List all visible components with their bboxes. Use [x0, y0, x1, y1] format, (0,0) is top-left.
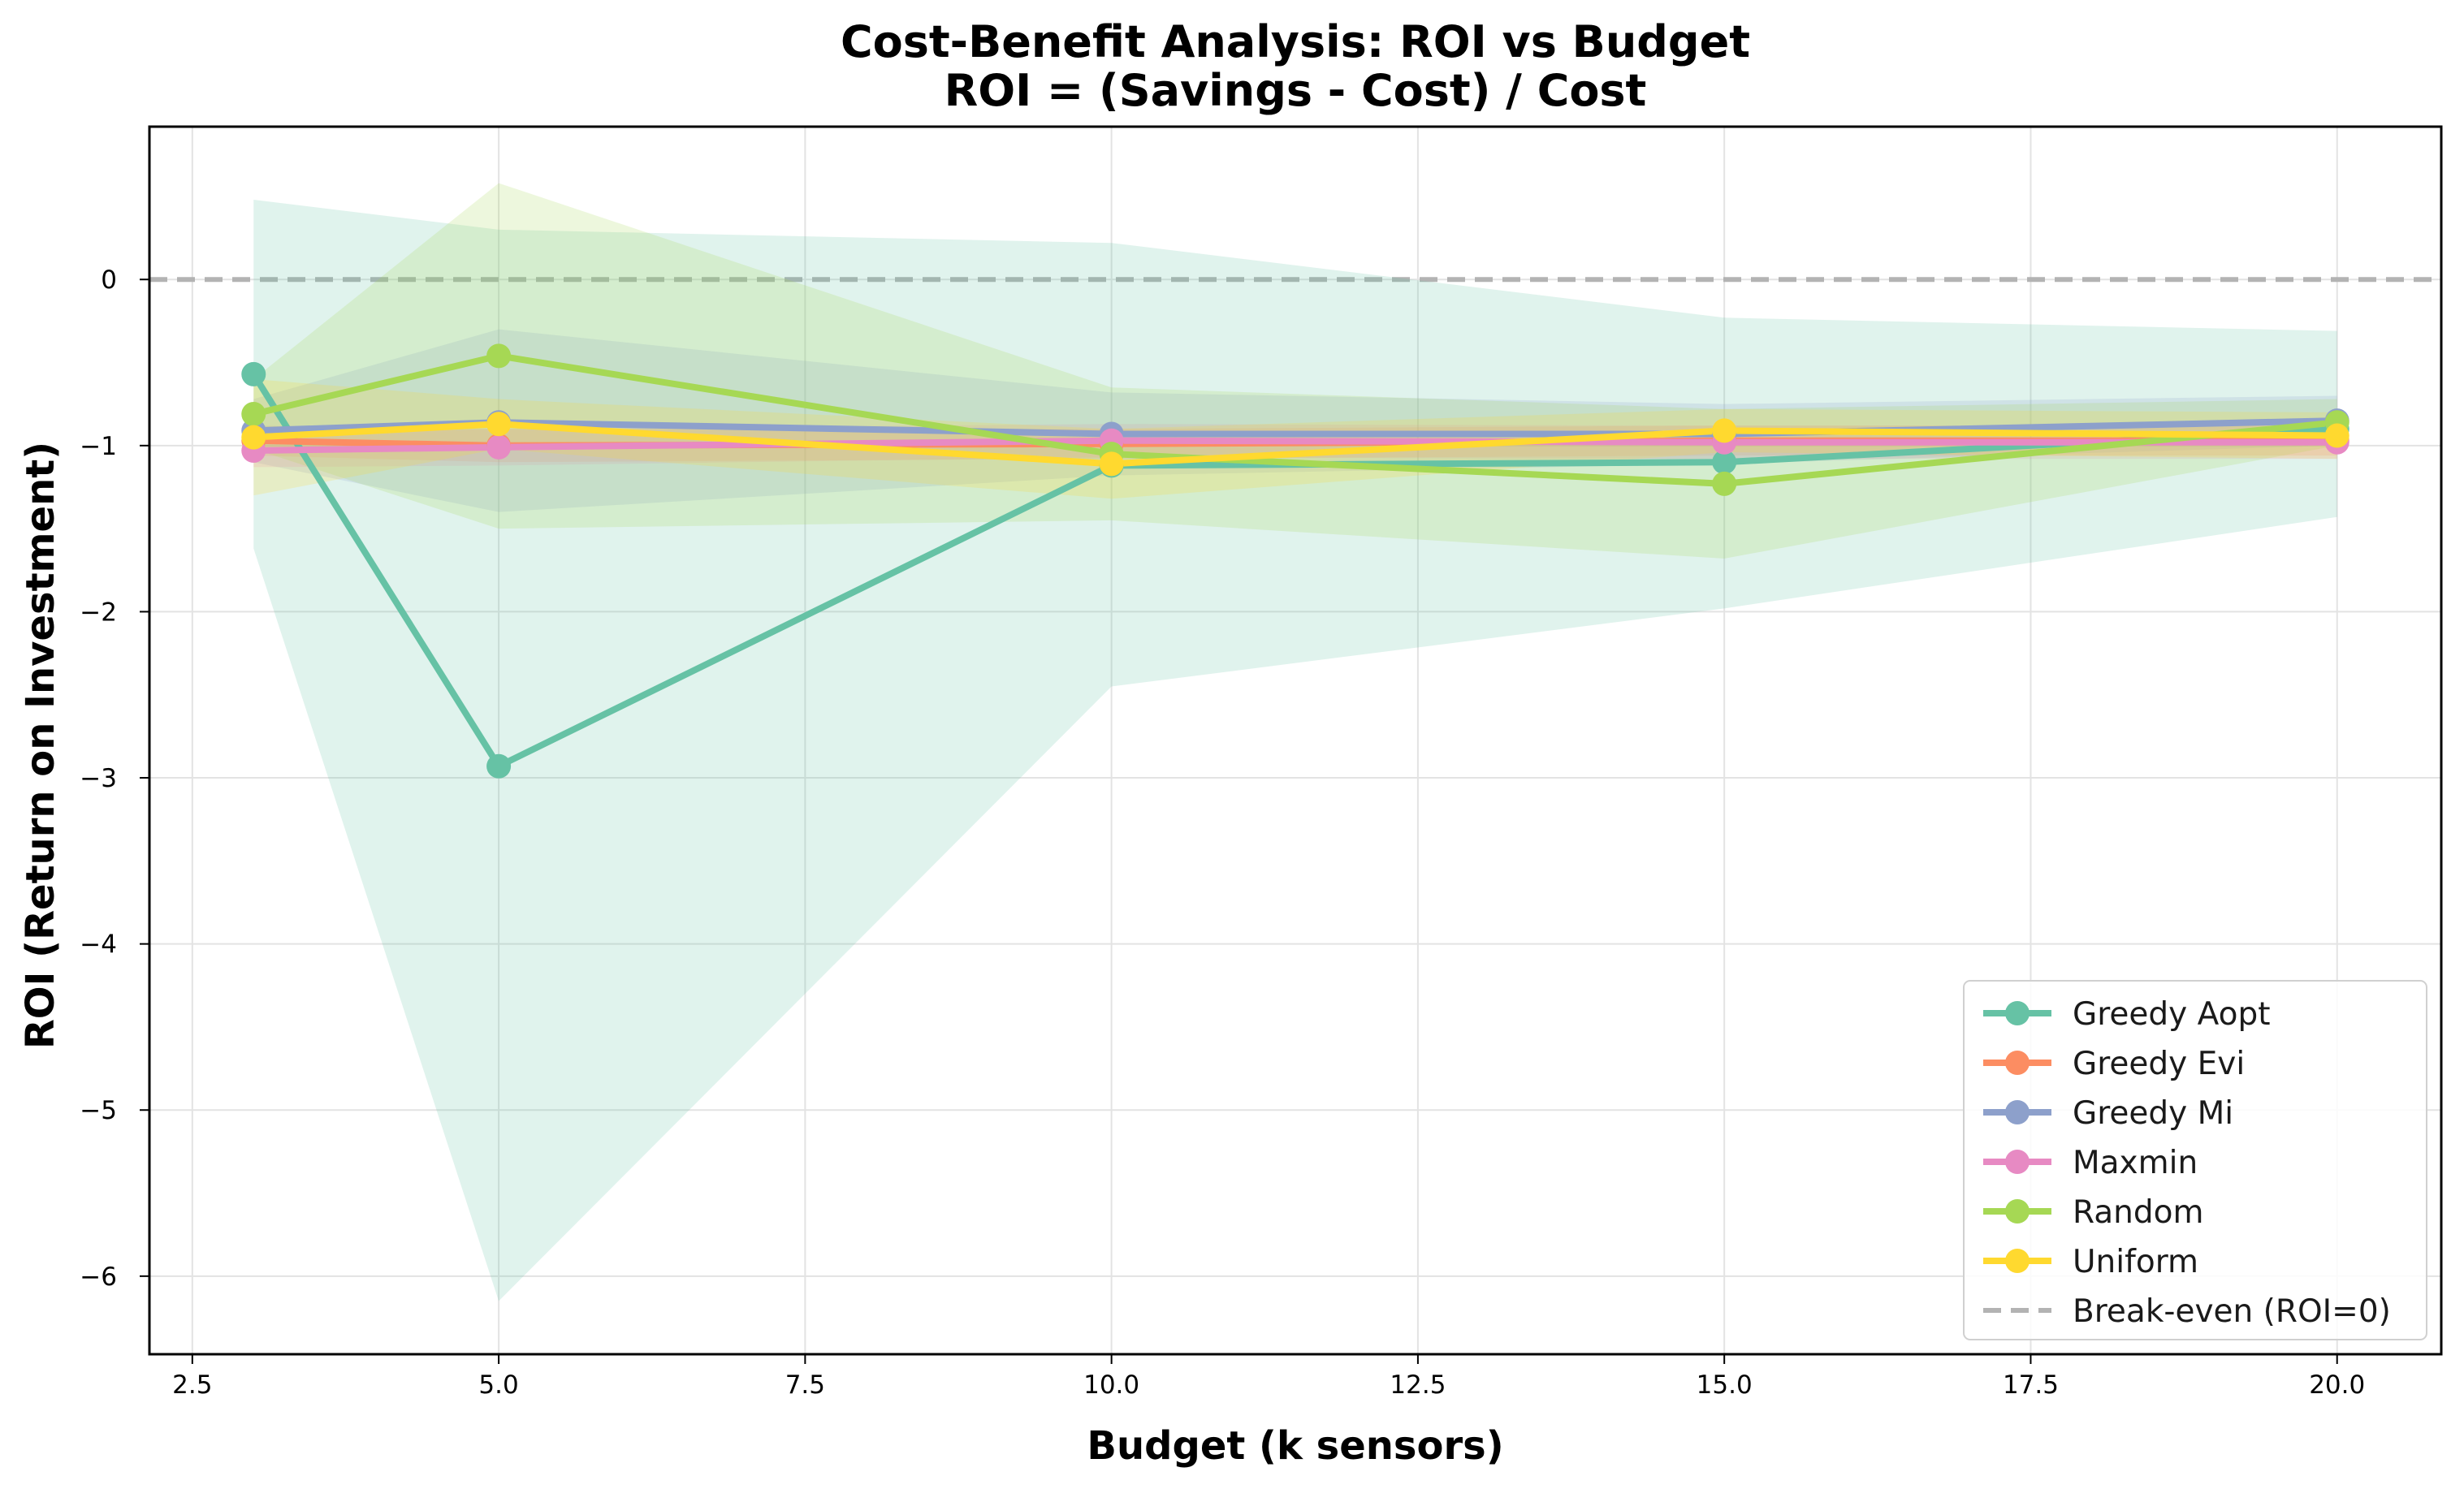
y-axis-label: ROI (Return on Investment)	[18, 442, 63, 1049]
legend-box	[1963, 980, 2427, 1340]
data-point-0-1	[486, 753, 512, 779]
legend: Greedy Aopt Greedy Evi Greedy Mi Maxmin Rand…	[1963, 980, 2427, 1340]
data-point-4-1	[486, 343, 512, 369]
data-point-5-2	[1099, 451, 1124, 477]
data-point-5-1	[486, 412, 512, 437]
legend-label: Greedy Evi	[2073, 1046, 2245, 1082]
x-tick-label: 10.0	[1083, 1370, 1139, 1400]
legend-item: Maxmin	[1983, 1145, 2198, 1181]
legend-swatch-marker	[2005, 1100, 2030, 1124]
legend-label: Maxmin	[2073, 1145, 2198, 1181]
data-point-5-0	[241, 425, 266, 450]
x-axis-ticks: 2.5 5.0 7.5 10.0 12.5 15.0 17.5 20.0	[172, 1354, 2365, 1400]
y-axis-ticks: 0 −1 −2 −3 −4 −5 −6	[80, 265, 149, 1292]
x-tick-label: 20.0	[2309, 1370, 2365, 1400]
legend-item: Greedy Aopt	[1983, 996, 2271, 1033]
legend-swatch-marker	[2005, 1199, 2030, 1224]
band-4	[253, 183, 2337, 559]
band-2	[253, 329, 2337, 512]
legend-swatch-marker	[2005, 1150, 2030, 1174]
x-tick-label: 2.5	[172, 1370, 212, 1400]
y-tick-label: −2	[80, 598, 117, 627]
data-point-3-1	[486, 434, 512, 460]
x-tick-label: 5.0	[478, 1370, 518, 1400]
x-tick-label: 12.5	[1390, 1370, 1446, 1400]
legend-item: Uniform	[1983, 1244, 2198, 1280]
data-point-5-3	[1712, 418, 1737, 443]
data-point-4-0	[241, 401, 266, 426]
legend-item: Break-even (ROI=0)	[1983, 1293, 2391, 1330]
legend-swatch-marker	[2005, 1001, 2030, 1025]
legend-label: Uniform	[2073, 1244, 2198, 1280]
data-point-5-4	[2324, 423, 2349, 448]
legend-item: Greedy Evi	[1983, 1046, 2245, 1082]
legend-label: Random	[2073, 1194, 2203, 1231]
data-point-0-3	[1712, 450, 1737, 475]
y-tick-label: −5	[80, 1096, 117, 1125]
y-tick-label: −4	[80, 930, 117, 960]
data-point-4-3	[1712, 471, 1737, 496]
legend-label: Break-even (ROI=0)	[2073, 1293, 2391, 1330]
chart-subtitle: ROI = (Savings - Cost) / Cost	[945, 65, 1647, 116]
chart-title: Cost-Benefit Analysis: ROI vs Budget	[841, 16, 1750, 67]
x-axis-label: Budget (k sensors)	[1087, 1423, 1503, 1469]
legend-label: Greedy Aopt	[2073, 996, 2271, 1033]
y-tick-label: 0	[101, 265, 117, 295]
y-tick-label: −3	[80, 764, 117, 793]
legend-swatch-marker	[2005, 1051, 2030, 1075]
legend-label: Greedy Mi	[2073, 1095, 2233, 1132]
series-markers	[241, 343, 2349, 779]
legend-item: Random	[1983, 1194, 2203, 1231]
y-tick-label: −1	[80, 432, 117, 461]
x-tick-label: 15.0	[1697, 1370, 1753, 1400]
legend-swatch-marker	[2005, 1249, 2030, 1273]
plot-frame	[148, 125, 2443, 1356]
x-tick-label: 7.5	[785, 1370, 825, 1400]
legend-item: Greedy Mi	[1983, 1095, 2233, 1132]
x-tick-label: 17.5	[2003, 1370, 2059, 1400]
data-point-0-0	[241, 361, 266, 386]
y-tick-label: −6	[80, 1262, 117, 1292]
